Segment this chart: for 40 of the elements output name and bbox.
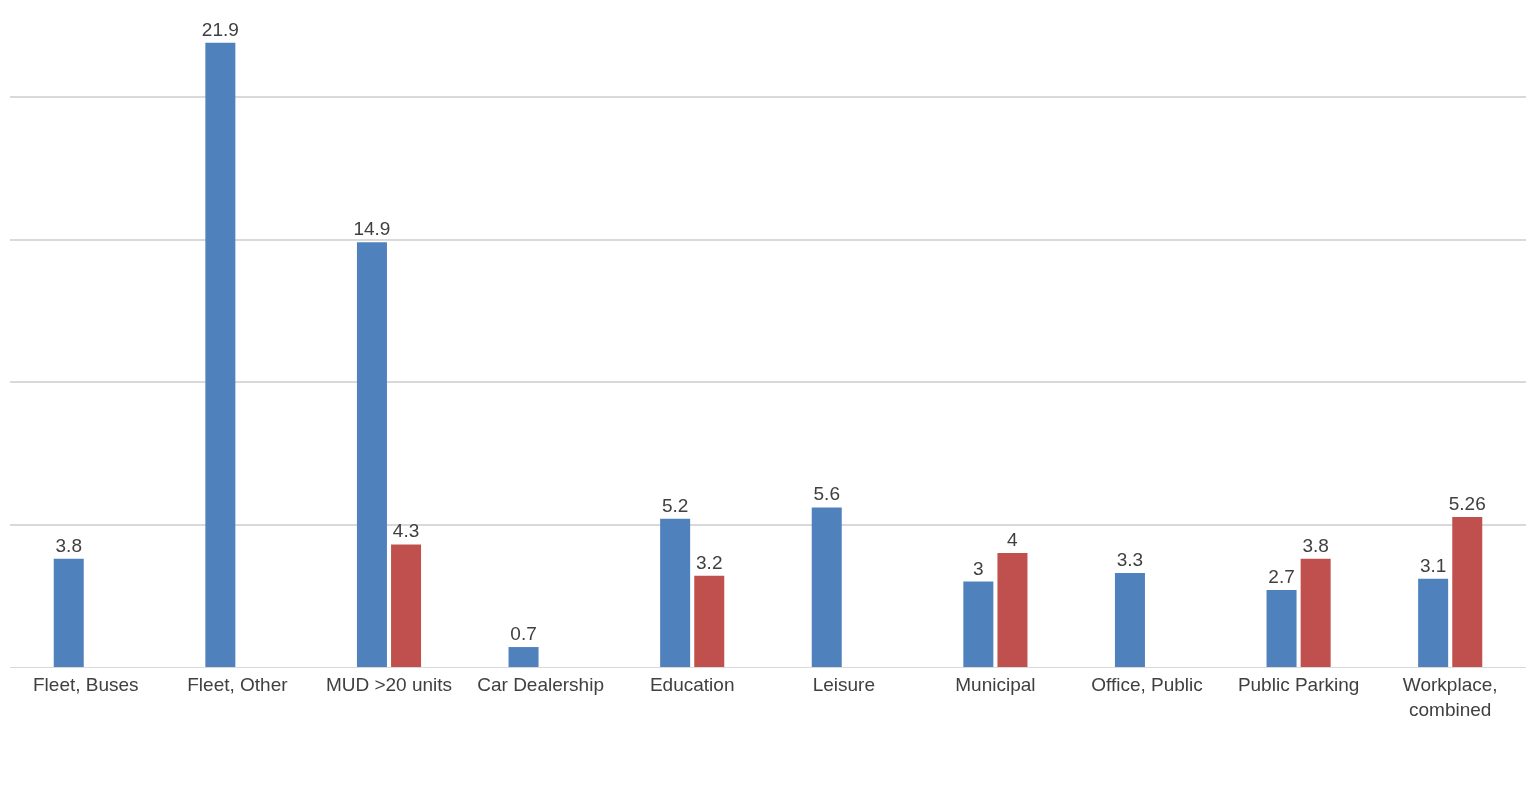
data-label: 2.7 xyxy=(1268,566,1295,588)
x-tick-label: Fleet, Other xyxy=(187,673,289,695)
data-label: 5.2 xyxy=(661,494,689,516)
data-label: 14.9 xyxy=(353,218,391,240)
bar xyxy=(997,553,1028,667)
data-label: 3.8 xyxy=(1302,534,1329,556)
x-tick-label: Public Parking xyxy=(1237,673,1360,695)
bar xyxy=(205,42,236,667)
x-tick-label: MUD >20 units xyxy=(325,673,453,695)
data-label: 4.3 xyxy=(392,520,420,542)
bar xyxy=(1114,572,1145,667)
data-label: 21.9 xyxy=(201,18,239,40)
data-label: 5.26 xyxy=(1448,493,1486,515)
x-tick-label: Car Dealership xyxy=(477,673,604,695)
bar xyxy=(811,507,842,667)
data-label: 3.8 xyxy=(55,534,82,556)
x-tick-label: Fleet, Buses xyxy=(33,673,139,695)
data-label: 3.2 xyxy=(696,551,723,573)
x-tick-label: Office, Public xyxy=(1091,673,1203,695)
x-tick-label: Workplace, combined xyxy=(1402,673,1498,720)
x-tick-label: Education xyxy=(649,673,735,695)
bar xyxy=(1452,517,1483,667)
bar xyxy=(1418,578,1449,667)
bar xyxy=(1266,590,1297,667)
bar xyxy=(1300,558,1331,667)
data-label: 0.7 xyxy=(510,623,537,645)
bar xyxy=(391,544,422,667)
bar xyxy=(356,242,387,667)
bar xyxy=(963,581,994,667)
bar xyxy=(694,575,725,667)
x-tick-label: Municipal xyxy=(955,673,1036,695)
bar xyxy=(508,647,539,667)
bar xyxy=(660,518,691,667)
data-label: 3 xyxy=(973,557,984,579)
data-label: 3.1 xyxy=(1419,554,1447,576)
data-label: 5.6 xyxy=(813,483,840,505)
x-tick-label: Leisure xyxy=(812,673,875,695)
bar xyxy=(53,558,84,667)
data-label: 4 xyxy=(1006,529,1018,550)
data-label: 3.3 xyxy=(1116,548,1144,570)
